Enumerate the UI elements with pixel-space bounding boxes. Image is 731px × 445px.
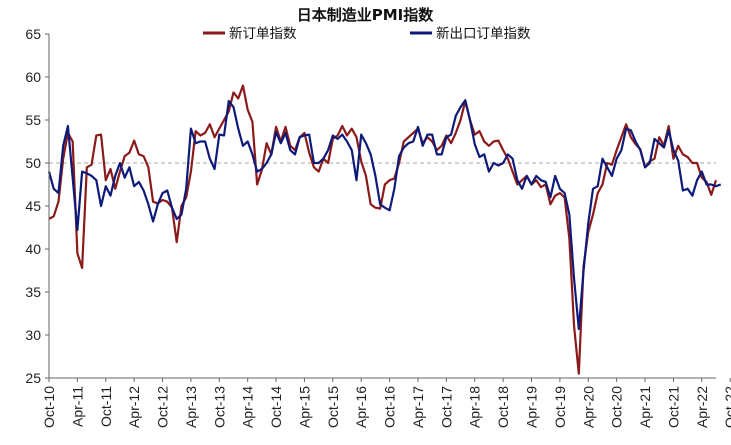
y-tick-label: 55 — [25, 112, 41, 128]
x-tick-label: Apr-13 — [183, 386, 199, 428]
y-tick-label: 45 — [25, 198, 41, 214]
x-tick-label: Oct-15 — [325, 386, 341, 428]
x-tick-label: Oct-19 — [552, 386, 568, 428]
y-tick-label: 25 — [25, 370, 41, 386]
x-tick-label: Apr-20 — [580, 386, 596, 428]
legend: 新订单指数 新出口订单指数 — [203, 26, 531, 42]
chart-title: 日本制造业PMI指数 — [297, 6, 435, 24]
x-tick-label: Oct-14 — [268, 386, 284, 428]
x-tick-label: Apr-11 — [69, 386, 85, 427]
y-tick-label: 35 — [25, 284, 41, 300]
x-axis: Oct-10 Apr-11 Oct-11 Apr-12 Oct-12 Apr-13 Oct-… — [41, 378, 731, 428]
y-tick-label: 30 — [25, 327, 41, 343]
x-tick-label: Oct-16 — [382, 386, 398, 428]
x-tick-label: Apr-22 — [694, 386, 710, 428]
legend-label-new-orders: 新订单指数 — [229, 26, 297, 42]
x-tick-label: Apr-16 — [353, 386, 369, 428]
series-line-new-orders — [48, 84, 718, 375]
x-tick-label: Oct-11 — [98, 386, 114, 427]
y-tick-label: 50 — [25, 155, 41, 171]
series-lines — [47, 84, 722, 375]
x-tick-label: Oct-12 — [155, 386, 171, 428]
y-axis: 25 30 35 40 45 50 55 60 65 — [25, 26, 49, 386]
x-tick-label: Apr-21 — [637, 386, 653, 428]
x-tick-label: Apr-15 — [296, 386, 312, 428]
x-tick-label: Oct-13 — [211, 386, 227, 428]
legend-label-new-export-orders: 新出口订单指数 — [436, 26, 531, 42]
x-tick-label: Oct-20 — [609, 386, 625, 428]
x-tick-label: Apr-18 — [467, 386, 483, 428]
y-tick-label: 60 — [25, 69, 41, 85]
y-tick-label: 65 — [25, 26, 41, 42]
x-tick-label: Oct-18 — [495, 386, 511, 428]
x-tick-label: Apr-14 — [240, 386, 256, 428]
x-tick-label: Apr-12 — [126, 386, 142, 428]
x-tick-label: Apr-17 — [410, 386, 426, 428]
y-tick-label: 40 — [25, 241, 41, 257]
series-line-new-export-orders — [47, 99, 722, 331]
x-tick-label: Oct-10 — [41, 386, 57, 428]
x-tick-label: Oct-17 — [438, 386, 454, 428]
x-tick-label: Oct-21 — [665, 386, 681, 428]
x-tick-label: Apr-19 — [524, 386, 540, 428]
x-tick-label: Oct-22 — [722, 386, 731, 428]
